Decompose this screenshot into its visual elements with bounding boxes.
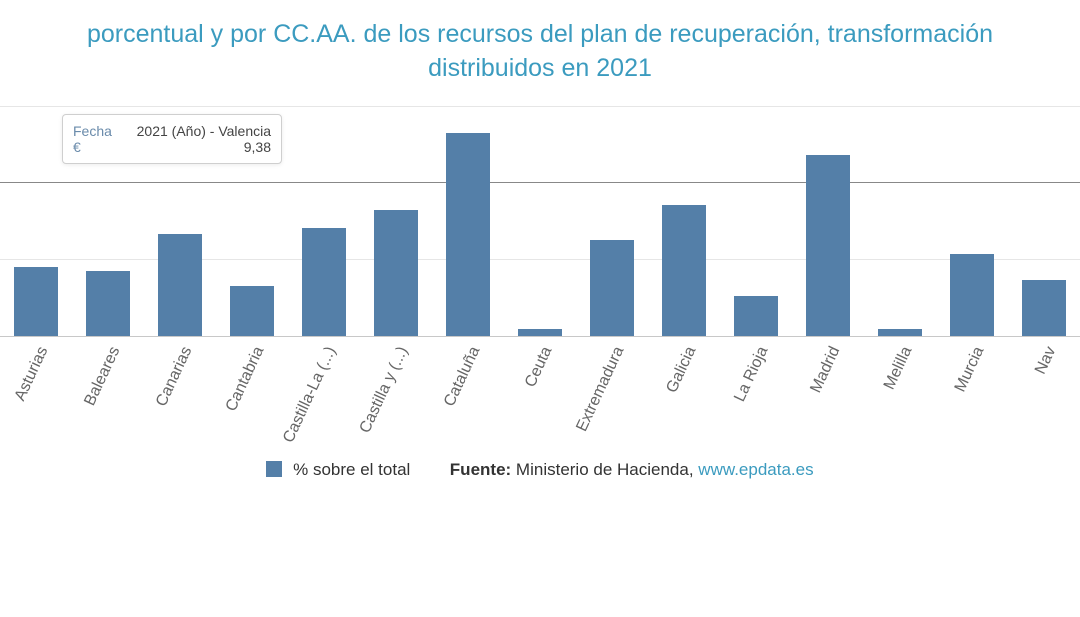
bar[interactable] bbox=[302, 228, 345, 335]
x-axis-slot: Murcia bbox=[936, 336, 1008, 446]
bar-slot bbox=[936, 106, 1008, 336]
bar[interactable] bbox=[230, 286, 273, 335]
tooltip: Fecha 2021 (Año) - Valencia € 9,38 bbox=[62, 114, 282, 164]
x-axis-label: Murcia bbox=[952, 344, 989, 395]
legend-source-prefix: Fuente: bbox=[450, 460, 511, 479]
x-axis-slot: Baleares bbox=[72, 336, 144, 446]
bar[interactable] bbox=[734, 296, 777, 336]
x-axis-label: Castilla y (...) bbox=[357, 344, 413, 436]
legend: % sobre el total Fuente: Ministerio de H… bbox=[0, 446, 1080, 480]
tooltip-row-date: Fecha 2021 (Año) - Valencia bbox=[73, 123, 271, 139]
bar-slot bbox=[576, 106, 648, 336]
x-axis-label: Canarias bbox=[153, 344, 196, 410]
x-axis-slot: Canarias bbox=[144, 336, 216, 446]
bar-slot bbox=[360, 106, 432, 336]
bar[interactable] bbox=[950, 254, 993, 335]
x-axis-slot: Extremadura bbox=[576, 336, 648, 446]
x-axis-label: Cantabria bbox=[223, 344, 269, 414]
chart-title: porcentual y por CC.AA. de los recursos … bbox=[0, 0, 1080, 86]
tooltip-date-value: 2021 (Año) - Valencia bbox=[137, 123, 271, 139]
chart-container: porcentual y por CC.AA. de los recursos … bbox=[0, 0, 1080, 617]
bar-slot bbox=[720, 106, 792, 336]
bar[interactable] bbox=[590, 240, 633, 335]
x-axis-slot: Cantabria bbox=[216, 336, 288, 446]
legend-source-text: Ministerio de Hacienda, bbox=[516, 460, 698, 479]
bar[interactable] bbox=[446, 133, 489, 335]
legend-source-link[interactable]: www.epdata.es bbox=[698, 460, 813, 479]
x-axis-slot: Nav bbox=[1008, 336, 1080, 446]
bar[interactable] bbox=[86, 271, 129, 335]
bar[interactable] bbox=[662, 205, 705, 335]
x-axis-label: Asturias bbox=[12, 344, 53, 404]
x-axis-label: Nav bbox=[1032, 344, 1060, 377]
tooltip-row-value: € 9,38 bbox=[73, 139, 271, 155]
x-axis-slot: Madrid bbox=[792, 336, 864, 446]
x-axis-slot: Cataluña bbox=[432, 336, 504, 446]
x-axis-label: Cataluña bbox=[441, 344, 484, 410]
bar[interactable] bbox=[158, 234, 201, 335]
tooltip-value-label: € bbox=[73, 139, 81, 155]
bar-slot bbox=[864, 106, 936, 336]
x-axis-slot: Ceuta bbox=[504, 336, 576, 446]
bar-slot bbox=[792, 106, 864, 336]
bar[interactable] bbox=[374, 210, 417, 336]
x-axis-label: Madrid bbox=[807, 344, 844, 396]
x-axis-slot: La Rioja bbox=[720, 336, 792, 446]
tooltip-value-value: 9,38 bbox=[244, 139, 271, 155]
bar[interactable] bbox=[1022, 280, 1065, 335]
bar[interactable] bbox=[806, 155, 849, 336]
x-axis-label: Melilla bbox=[881, 344, 916, 393]
tooltip-date-label: Fecha bbox=[73, 123, 112, 139]
x-axis-label: La Rioja bbox=[731, 344, 772, 405]
x-axis-slot: Melilla bbox=[864, 336, 936, 446]
bar-slot bbox=[504, 106, 576, 336]
x-axis-label: Galicia bbox=[663, 344, 700, 396]
x-axis-label: Castilla-La (...) bbox=[280, 344, 340, 446]
x-axis-label: Ceuta bbox=[522, 344, 556, 390]
legend-series-label: % sobre el total bbox=[293, 460, 410, 479]
plot-area: Fecha 2021 (Año) - Valencia € 9,38 Astur… bbox=[0, 106, 1080, 446]
x-axis-label: Extremadura bbox=[573, 344, 628, 435]
x-axis: AsturiasBalearesCanariasCantabriaCastill… bbox=[0, 336, 1080, 446]
bar[interactable] bbox=[14, 267, 57, 336]
chart-title-line2: distribuidos en 2021 bbox=[10, 52, 1070, 86]
bar-slot bbox=[648, 106, 720, 336]
legend-swatch bbox=[266, 461, 282, 477]
chart-title-line1: porcentual y por CC.AA. de los recursos … bbox=[10, 18, 1070, 52]
bar-slot bbox=[288, 106, 360, 336]
bar-slot bbox=[432, 106, 504, 336]
x-axis-slot: Castilla-La (...) bbox=[288, 336, 360, 446]
x-axis-label: Baleares bbox=[81, 344, 124, 409]
bar-slot bbox=[1008, 106, 1080, 336]
x-axis-slot: Castilla y (...) bbox=[360, 336, 432, 446]
x-axis-slot: Asturias bbox=[0, 336, 72, 446]
x-axis-slot: Galicia bbox=[648, 336, 720, 446]
